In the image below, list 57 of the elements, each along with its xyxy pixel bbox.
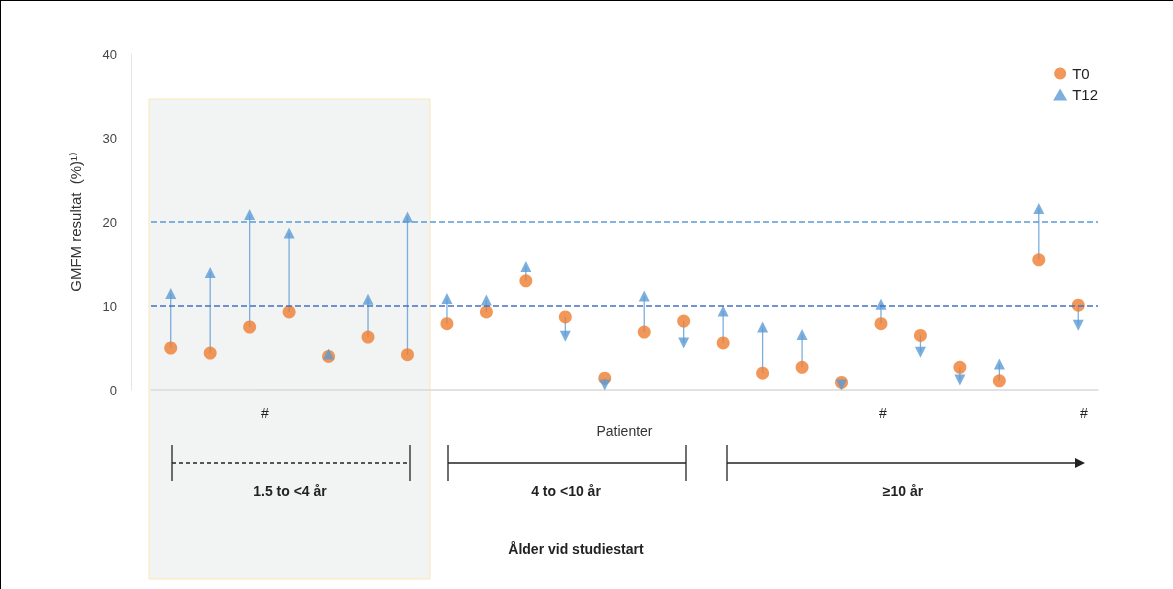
point bbox=[992, 374, 1006, 388]
point bbox=[559, 330, 571, 342]
y-tick-label: 40 bbox=[102, 46, 117, 62]
point bbox=[244, 208, 256, 220]
point bbox=[678, 337, 690, 349]
point bbox=[558, 310, 572, 324]
point bbox=[637, 325, 651, 339]
point bbox=[716, 336, 730, 350]
point bbox=[440, 317, 454, 331]
legend-label: T12 bbox=[1072, 86, 1099, 103]
point bbox=[362, 293, 374, 305]
text: Ålder vid studiestart bbox=[508, 541, 645, 557]
point bbox=[164, 341, 178, 355]
text: # bbox=[261, 405, 270, 421]
text: 4 to <10 år bbox=[531, 483, 602, 499]
point bbox=[836, 379, 848, 391]
legend-label: T0 bbox=[1072, 65, 1090, 82]
point bbox=[519, 274, 533, 288]
point bbox=[757, 321, 769, 333]
point bbox=[638, 290, 650, 302]
point bbox=[954, 374, 966, 386]
y-tick-label: 10 bbox=[102, 298, 117, 314]
point bbox=[993, 358, 1005, 370]
point bbox=[913, 328, 927, 342]
point bbox=[243, 320, 257, 334]
text: 1.5 to <4 år bbox=[253, 483, 328, 499]
y-tick-label: 20 bbox=[102, 214, 117, 230]
point bbox=[361, 330, 375, 344]
point bbox=[1072, 319, 1084, 331]
text: # bbox=[879, 405, 888, 421]
point bbox=[599, 379, 611, 391]
y-tick-label: 0 bbox=[109, 382, 117, 398]
text: # bbox=[1080, 405, 1089, 421]
point bbox=[441, 292, 453, 304]
point bbox=[203, 346, 217, 360]
point bbox=[480, 294, 492, 306]
point bbox=[953, 360, 967, 374]
point bbox=[165, 287, 177, 299]
point bbox=[400, 348, 414, 362]
point bbox=[282, 305, 296, 319]
point bbox=[796, 329, 808, 341]
point bbox=[1032, 253, 1046, 267]
x-axis-title: Patienter bbox=[596, 423, 653, 439]
point bbox=[520, 261, 532, 273]
point bbox=[1033, 203, 1045, 215]
text: ≥10 år bbox=[882, 483, 924, 499]
point bbox=[874, 317, 888, 331]
point bbox=[479, 305, 493, 319]
point bbox=[204, 266, 216, 278]
point bbox=[756, 366, 770, 380]
point bbox=[283, 227, 295, 239]
point bbox=[717, 305, 729, 317]
point bbox=[677, 314, 691, 328]
point bbox=[914, 346, 926, 358]
point bbox=[795, 360, 809, 374]
y-axis-title: GMFM resultat (%)¹⁾ bbox=[67, 152, 84, 292]
y-tick-label: 30 bbox=[102, 130, 117, 146]
